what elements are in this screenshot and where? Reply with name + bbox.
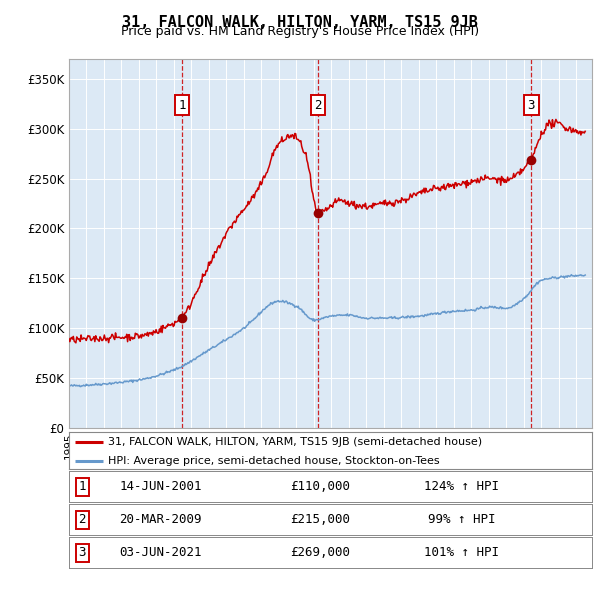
Text: 1: 1 xyxy=(79,480,86,493)
Text: 2: 2 xyxy=(314,99,322,112)
Text: Price paid vs. HM Land Registry's House Price Index (HPI): Price paid vs. HM Land Registry's House … xyxy=(121,25,479,38)
Text: 03-JUN-2021: 03-JUN-2021 xyxy=(119,546,202,559)
Text: 124% ↑ HPI: 124% ↑ HPI xyxy=(424,480,499,493)
Text: 31, FALCON WALK, HILTON, YARM, TS15 9JB (semi-detached house): 31, FALCON WALK, HILTON, YARM, TS15 9JB … xyxy=(108,437,482,447)
Text: 20-MAR-2009: 20-MAR-2009 xyxy=(119,513,202,526)
Text: 14-JUN-2001: 14-JUN-2001 xyxy=(119,480,202,493)
Text: 2: 2 xyxy=(79,513,86,526)
Text: £110,000: £110,000 xyxy=(290,480,350,493)
Text: 3: 3 xyxy=(79,546,86,559)
Text: £269,000: £269,000 xyxy=(290,546,350,559)
Text: 99% ↑ HPI: 99% ↑ HPI xyxy=(428,513,495,526)
Text: 1: 1 xyxy=(178,99,185,112)
Text: 31, FALCON WALK, HILTON, YARM, TS15 9JB: 31, FALCON WALK, HILTON, YARM, TS15 9JB xyxy=(122,15,478,30)
Text: HPI: Average price, semi-detached house, Stockton-on-Tees: HPI: Average price, semi-detached house,… xyxy=(108,456,440,466)
Text: 3: 3 xyxy=(527,99,535,112)
Text: £215,000: £215,000 xyxy=(290,513,350,526)
Text: 101% ↑ HPI: 101% ↑ HPI xyxy=(424,546,499,559)
